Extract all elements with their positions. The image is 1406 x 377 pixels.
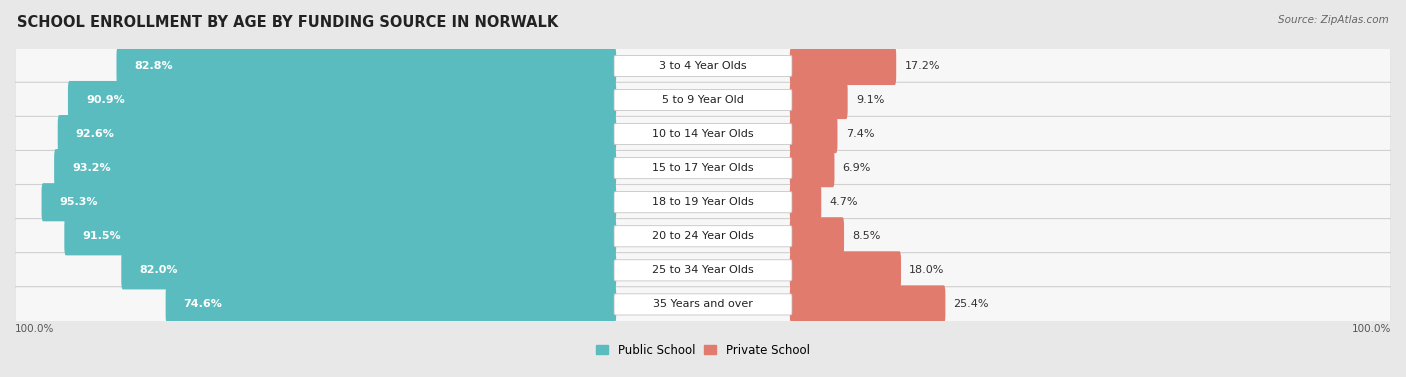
FancyBboxPatch shape [65, 217, 616, 255]
Legend: Public School, Private School: Public School, Private School [593, 342, 813, 359]
FancyBboxPatch shape [790, 81, 848, 119]
Text: 92.6%: 92.6% [76, 129, 115, 139]
Text: 100.0%: 100.0% [1351, 324, 1391, 334]
FancyBboxPatch shape [614, 192, 792, 213]
FancyBboxPatch shape [15, 253, 1391, 288]
FancyBboxPatch shape [614, 124, 792, 145]
Text: 5 to 9 Year Old: 5 to 9 Year Old [662, 95, 744, 105]
FancyBboxPatch shape [790, 183, 821, 221]
FancyBboxPatch shape [790, 217, 844, 255]
FancyBboxPatch shape [790, 149, 835, 187]
FancyBboxPatch shape [790, 115, 838, 153]
Text: 93.2%: 93.2% [72, 163, 111, 173]
Text: 74.6%: 74.6% [184, 299, 222, 310]
FancyBboxPatch shape [15, 48, 1391, 84]
Text: 9.1%: 9.1% [856, 95, 884, 105]
FancyBboxPatch shape [614, 158, 792, 179]
FancyBboxPatch shape [166, 285, 616, 323]
FancyBboxPatch shape [15, 150, 1391, 186]
FancyBboxPatch shape [15, 184, 1391, 220]
FancyBboxPatch shape [15, 82, 1391, 118]
FancyBboxPatch shape [614, 294, 792, 315]
Text: 82.0%: 82.0% [139, 265, 177, 275]
FancyBboxPatch shape [614, 89, 792, 110]
Text: 95.3%: 95.3% [59, 197, 98, 207]
FancyBboxPatch shape [790, 47, 896, 85]
FancyBboxPatch shape [15, 287, 1391, 322]
Text: 8.5%: 8.5% [852, 231, 880, 241]
Text: 3 to 4 Year Olds: 3 to 4 Year Olds [659, 61, 747, 71]
Text: 15 to 17 Year Olds: 15 to 17 Year Olds [652, 163, 754, 173]
FancyBboxPatch shape [614, 260, 792, 281]
Text: 20 to 24 Year Olds: 20 to 24 Year Olds [652, 231, 754, 241]
Text: 25 to 34 Year Olds: 25 to 34 Year Olds [652, 265, 754, 275]
FancyBboxPatch shape [42, 183, 616, 221]
FancyBboxPatch shape [67, 81, 616, 119]
Text: 6.9%: 6.9% [842, 163, 872, 173]
FancyBboxPatch shape [614, 226, 792, 247]
Text: 10 to 14 Year Olds: 10 to 14 Year Olds [652, 129, 754, 139]
FancyBboxPatch shape [614, 55, 792, 77]
Text: 4.7%: 4.7% [830, 197, 858, 207]
Text: 18 to 19 Year Olds: 18 to 19 Year Olds [652, 197, 754, 207]
FancyBboxPatch shape [15, 219, 1391, 254]
Text: Source: ZipAtlas.com: Source: ZipAtlas.com [1278, 15, 1389, 25]
Text: 18.0%: 18.0% [910, 265, 945, 275]
Text: 25.4%: 25.4% [953, 299, 988, 310]
FancyBboxPatch shape [790, 251, 901, 290]
FancyBboxPatch shape [117, 47, 616, 85]
Text: 17.2%: 17.2% [904, 61, 939, 71]
FancyBboxPatch shape [121, 251, 616, 290]
FancyBboxPatch shape [15, 116, 1391, 152]
Text: 90.9%: 90.9% [86, 95, 125, 105]
Text: 7.4%: 7.4% [845, 129, 875, 139]
Text: SCHOOL ENROLLMENT BY AGE BY FUNDING SOURCE IN NORWALK: SCHOOL ENROLLMENT BY AGE BY FUNDING SOUR… [17, 15, 558, 30]
Text: 35 Years and over: 35 Years and over [652, 299, 754, 310]
FancyBboxPatch shape [58, 115, 616, 153]
FancyBboxPatch shape [790, 285, 945, 323]
FancyBboxPatch shape [53, 149, 616, 187]
Text: 91.5%: 91.5% [83, 231, 121, 241]
Text: 82.8%: 82.8% [135, 61, 173, 71]
Text: 100.0%: 100.0% [15, 324, 55, 334]
